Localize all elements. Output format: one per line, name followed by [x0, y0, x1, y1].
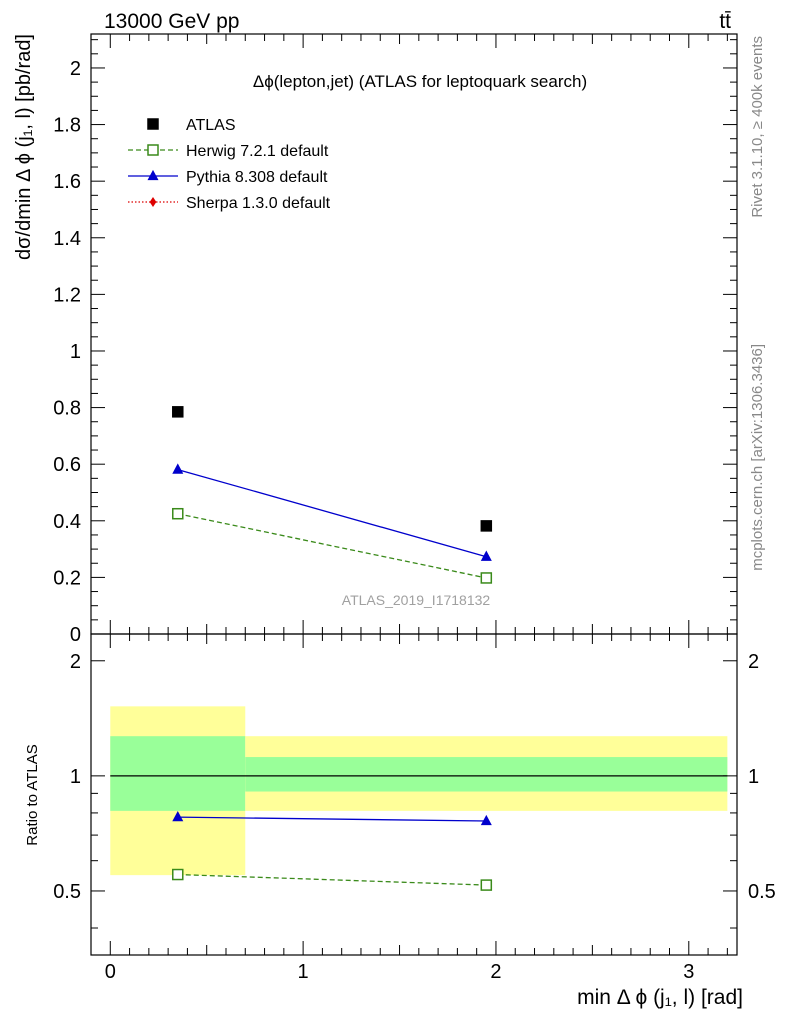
- legend-label-pythia: Pythia 8.308 default: [186, 169, 328, 186]
- main-ytick-label: 1: [70, 341, 81, 363]
- pythia-point: [480, 550, 492, 561]
- ratio-ytick-label-left: 2: [70, 651, 81, 673]
- main-ytick-label: 0.6: [53, 454, 81, 476]
- main-plot-ylabel: dσ/dmin Δ ϕ (j₁, l) [pb/rad]: [13, 34, 35, 260]
- legend: ATLAS Herwig 7.2.1 default Pythia 8.308 …: [128, 117, 331, 212]
- ratio-pythia-line: [177, 816, 487, 822]
- herwig-point: [172, 507, 184, 520]
- main-ytick-label: 0.8: [53, 398, 81, 420]
- main-ytick-label: 1.4: [53, 228, 81, 250]
- legend-label-sherpa: Sherpa 1.3.0 default: [186, 195, 331, 212]
- ratio-inner-band-1: [245, 757, 728, 792]
- ratio-xtick-label: 3: [683, 961, 694, 983]
- ratio-inner-band-0: [110, 736, 246, 811]
- ratio-xtick-label: 2: [490, 961, 501, 983]
- ratio-herwig-point: [172, 868, 184, 881]
- ratio-ytick-label-right: 0.5: [748, 881, 776, 903]
- ratio-pythia-point: [480, 814, 492, 826]
- rivet-side-label: Rivet 3.1.10, ≥ 400k events: [749, 36, 766, 218]
- main-plot-panel: Δϕ(lepton,jet) (ATLAS for leptoquark sea…: [13, 33, 738, 646]
- atlas-point: [480, 520, 493, 532]
- atlas-point: [172, 406, 184, 418]
- main-ytick-label: 0: [70, 624, 81, 646]
- ratio-xtick-label: 1: [298, 961, 309, 983]
- ratio-plot-panel: Ratio to ATLAS min Δ ϕ (j₁, l) [rad] 0 1 2…: [24, 633, 776, 1009]
- header-process-label: tt̄: [719, 10, 731, 33]
- legend-marker-sherpa: [149, 197, 157, 207]
- legend-marker-herwig: [147, 144, 159, 156]
- legend-marker-pythia: [147, 169, 159, 181]
- ratio-xtick-label: 0: [105, 961, 116, 983]
- main-plot-title: Δϕ(lepton,jet) (ATLAS for leptoquark sea…: [253, 72, 587, 91]
- header-energy-label: 13000 GeV pp: [104, 10, 239, 33]
- main-ytick-label: 1.2: [53, 284, 81, 306]
- main-ytick-label: 2: [70, 58, 81, 80]
- analysis-watermark: ATLAS_2019_I1718132: [342, 592, 491, 608]
- ratio-ytick-label-right: 2: [748, 651, 759, 673]
- mcplots-side-label: mcplots.cern.ch [arXiv:1306.3436]: [749, 344, 766, 571]
- legend-label-herwig: Herwig 7.2.1 default: [186, 143, 329, 160]
- ratio-herwig-point: [480, 879, 493, 891]
- pythia-line: [177, 468, 487, 558]
- ratio-plot-xlabel: min Δ ϕ (j₁, l) [rad]: [577, 986, 743, 1009]
- herwig-line: [177, 513, 487, 579]
- main-ytick-label: 0.4: [53, 511, 81, 533]
- main-ytick-label: 0.2: [53, 567, 81, 589]
- ratio-ytick-label-left: 0.5: [53, 881, 81, 903]
- ratio-ytick-label-right: 1: [748, 766, 759, 788]
- legend-label-atlas: ATLAS: [186, 117, 236, 134]
- main-ytick-label: 1.6: [53, 171, 81, 193]
- herwig-point: [480, 572, 493, 584]
- ratio-pythia-point: [172, 810, 184, 822]
- ratio-plot-ylabel: Ratio to ATLAS: [24, 744, 41, 845]
- ratio-plot-frame: [90, 633, 738, 956]
- pythia-point: [172, 463, 184, 474]
- ratio-ytick-label-left: 1: [70, 766, 81, 788]
- main-ytick-label: 1.8: [53, 115, 81, 137]
- ratio-herwig-line: [177, 873, 487, 886]
- legend-marker-atlas: [147, 118, 159, 130]
